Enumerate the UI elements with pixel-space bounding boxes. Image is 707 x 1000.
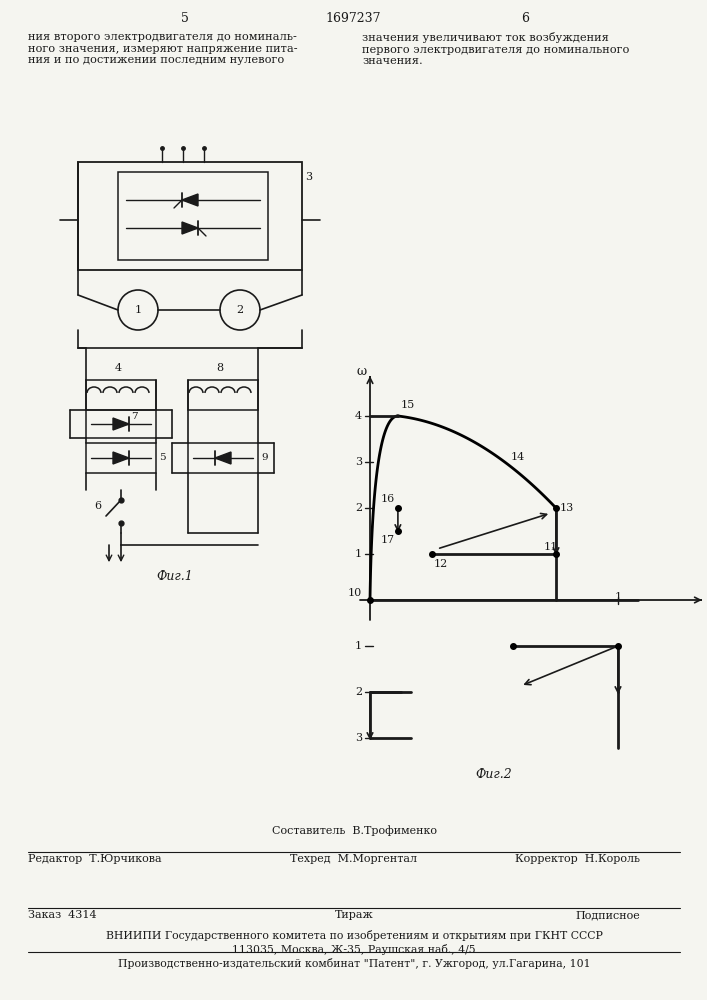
Text: Корректор  Н.Король: Корректор Н.Король (515, 854, 640, 864)
Text: ВНИИПИ Государственного комитета по изобретениям и открытиям при ГКНТ СССР: ВНИИПИ Государственного комитета по изоб… (105, 930, 602, 941)
Text: Производственно-издательский комбинат "Патент", г. Ужгород, ул.Гагарина, 101: Производственно-издательский комбинат "П… (117, 958, 590, 969)
Text: Фиг.1: Фиг.1 (157, 570, 194, 583)
Text: 6: 6 (521, 11, 529, 24)
Bar (86, 410, 156, 438)
Text: ω: ω (357, 365, 367, 378)
Bar (78, 162, 302, 270)
Text: значения увеличивают ток возбуждения
первого электродвигателя до номинального
зн: значения увеличивают ток возбуждения пер… (362, 32, 629, 66)
Text: 3: 3 (355, 457, 362, 467)
Bar (86, 443, 156, 473)
Bar (118, 172, 268, 260)
Text: 16: 16 (380, 494, 395, 504)
Text: Подписное: Подписное (575, 910, 640, 920)
Text: 13: 13 (560, 503, 574, 513)
Text: 4: 4 (355, 411, 362, 421)
Polygon shape (182, 194, 198, 206)
Text: 8: 8 (216, 363, 223, 373)
Text: 15: 15 (401, 400, 415, 410)
Text: 10: 10 (348, 588, 362, 598)
Text: 1: 1 (614, 592, 621, 602)
Text: 1: 1 (355, 641, 362, 651)
Bar (188, 380, 258, 410)
Bar (188, 443, 258, 473)
Text: Составитель  В.Трофименко: Составитель В.Трофименко (271, 825, 436, 836)
Text: 17: 17 (381, 535, 395, 545)
Bar (86, 380, 156, 410)
Text: 1: 1 (355, 549, 362, 559)
Text: Тираж: Тираж (334, 910, 373, 920)
Text: 1697237: 1697237 (325, 11, 381, 24)
Polygon shape (182, 222, 198, 234)
Text: 2: 2 (236, 305, 244, 315)
Text: 1: 1 (134, 305, 141, 315)
Text: 2: 2 (355, 503, 362, 513)
Text: 5: 5 (159, 454, 165, 462)
Text: 14: 14 (511, 452, 525, 462)
Text: ния второго электродвигателя до номиналь-
ного значения, измеряют напряжение пит: ния второго электродвигателя до номиналь… (28, 32, 298, 65)
Text: Фиг.2: Фиг.2 (476, 768, 513, 781)
Text: 6: 6 (94, 501, 101, 511)
Text: Редактор  Т.Юрчикова: Редактор Т.Юрчикова (28, 854, 162, 864)
Polygon shape (113, 452, 129, 464)
Text: 9: 9 (261, 454, 268, 462)
Text: Заказ  4314: Заказ 4314 (28, 910, 97, 920)
Text: 2: 2 (355, 687, 362, 697)
Text: 11: 11 (544, 542, 559, 552)
Text: 7: 7 (131, 412, 138, 421)
Text: 5: 5 (181, 11, 189, 24)
Text: 113035, Москва, Ж-35, Раушская наб., 4/5: 113035, Москва, Ж-35, Раушская наб., 4/5 (232, 944, 476, 955)
Polygon shape (113, 418, 129, 430)
Text: 12: 12 (434, 559, 448, 569)
Polygon shape (215, 452, 231, 464)
Text: 4: 4 (115, 363, 122, 373)
Text: 3: 3 (355, 733, 362, 743)
Text: 3: 3 (305, 172, 312, 182)
Text: Техред  М.Моргентал: Техред М.Моргентал (291, 854, 418, 864)
